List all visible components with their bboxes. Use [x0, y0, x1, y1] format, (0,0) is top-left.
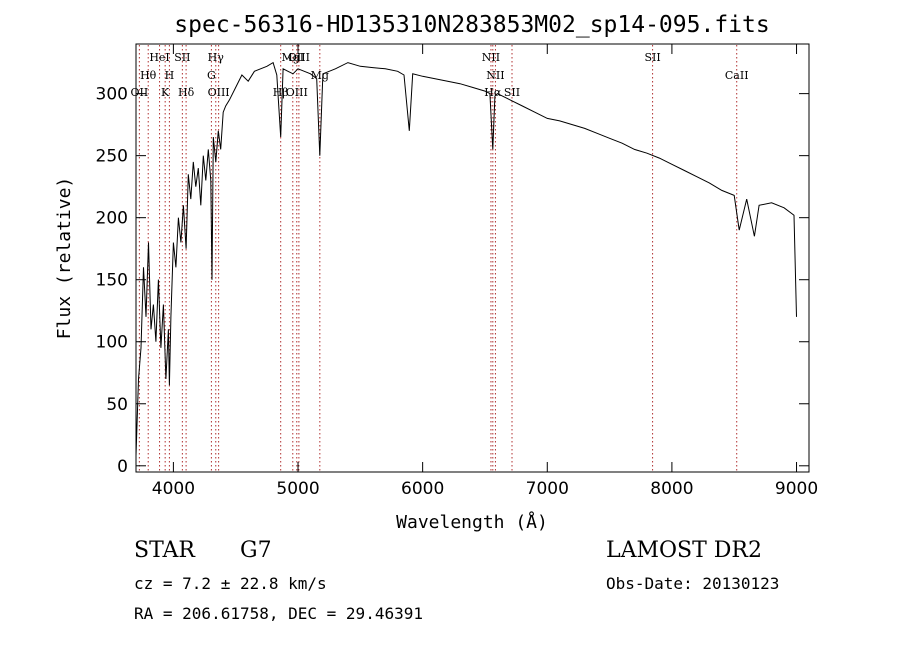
x-tick-label: 5000	[276, 479, 319, 499]
line-label: NII	[486, 69, 504, 82]
flux-series-line	[135, 61, 797, 456]
subclass: G7	[240, 538, 272, 563]
line-label: NII	[482, 51, 500, 64]
y-tick-label: 0	[117, 457, 128, 477]
y-tick-label: 300	[96, 85, 128, 105]
spectral-line-markers	[138, 45, 738, 471]
line-label: SII	[644, 51, 660, 64]
y-tick-label: 100	[96, 333, 128, 353]
chart-title: spec-56316-HD135310N283853M02_sp14-095.f…	[174, 12, 769, 38]
line-label: Mg	[311, 69, 329, 82]
line-label: MgI	[281, 51, 304, 64]
y-tick-label: 200	[96, 209, 128, 229]
plot-frame	[135, 43, 810, 473]
line-label: Hδ	[178, 86, 195, 99]
x-tick-label: 7000	[526, 479, 569, 499]
x-tick-label: 8000	[650, 479, 693, 499]
line-label: OIII	[286, 86, 308, 99]
line-label: SII	[504, 86, 520, 99]
x-axis-ticks: 4000 5000 6000 7000 8000 9000	[152, 44, 818, 499]
redshift-cz: cz = 7.2 ± 22.8 km/s	[134, 574, 327, 593]
obs-date: Obs-Date: 20130123	[606, 574, 780, 593]
line-label: Hθ	[140, 69, 157, 82]
survey-name: LAMOST DR2	[606, 538, 762, 563]
line-label: Hα	[484, 86, 502, 99]
line-label: Hβ	[273, 86, 289, 99]
y-axis-ticks: 0 50 100 150 200 250 300	[96, 85, 809, 477]
object-type: STAR	[134, 538, 195, 563]
x-axis-label: Wavelength (Å)	[396, 511, 548, 533]
line-label: HeI	[149, 51, 169, 64]
line-label: K	[161, 86, 170, 99]
line-label: SII	[174, 51, 190, 64]
line-label: Hγ	[208, 51, 225, 64]
line-label: CaII	[725, 69, 749, 82]
line-label: OIII	[288, 51, 310, 64]
y-tick-label: 150	[96, 271, 128, 291]
x-tick-label: 6000	[401, 479, 444, 499]
ra-dec: RA = 206.61758, DEC = 29.46391	[134, 604, 423, 623]
y-axis-label: Flux (relative)	[54, 177, 75, 340]
y-tick-label: 250	[96, 147, 128, 167]
line-label: OIII	[208, 86, 230, 99]
x-tick-label: 4000	[152, 479, 195, 499]
line-label: OII	[131, 86, 149, 99]
x-tick-label: 9000	[775, 479, 818, 499]
line-label: G	[207, 69, 216, 82]
y-tick-label: 50	[106, 395, 128, 415]
line-label: H	[165, 69, 175, 82]
